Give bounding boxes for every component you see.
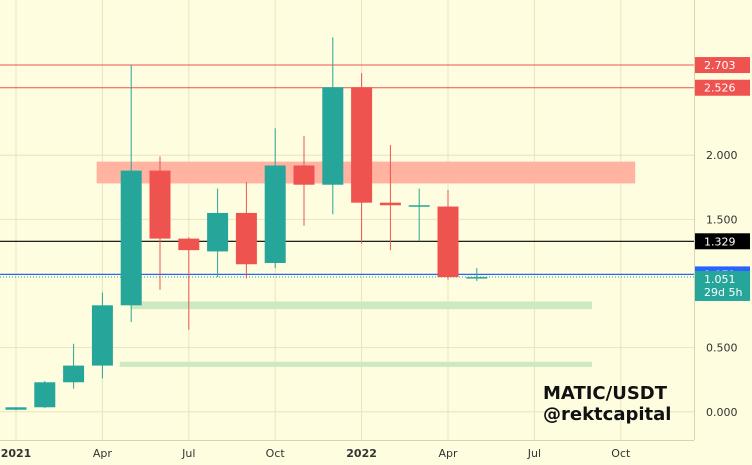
y-tick-label: 2.000	[706, 149, 738, 162]
current-price-countdown: 29d 5h	[704, 286, 742, 299]
y-tick-label: 1.500	[706, 213, 738, 226]
candle-body[interactable]	[178, 238, 200, 251]
candle-body[interactable]	[408, 205, 430, 207]
resistance-price-tag-bg	[695, 79, 750, 96]
candle-body[interactable]	[264, 165, 286, 263]
candle-body[interactable]	[437, 206, 459, 278]
x-tick-label: Jul	[527, 447, 541, 460]
x-tick-label: Jul	[181, 447, 195, 460]
candle-body[interactable]	[466, 277, 488, 279]
x-tick-label: Oct	[611, 447, 631, 460]
candle-body[interactable]	[120, 170, 142, 306]
candle-body[interactable]	[351, 87, 373, 203]
level-price-tag: 1.329	[704, 235, 736, 248]
candle-body[interactable]	[207, 212, 229, 252]
candle-body[interactable]	[379, 202, 401, 206]
x-tick-label: 2022	[346, 447, 377, 460]
candle-body[interactable]	[235, 212, 257, 265]
candle-body[interactable]	[63, 365, 85, 383]
resistance-price-tag-bg	[695, 57, 750, 74]
zone-2	[131, 301, 592, 310]
zone-3	[119, 361, 593, 367]
level-price-tag-bg	[695, 233, 750, 250]
candle-body[interactable]	[149, 170, 171, 239]
candle-body[interactable]	[293, 165, 315, 185]
x-tick-label: 2021	[1, 447, 32, 460]
resistance-price-tag: 2.526	[704, 82, 736, 95]
current-price-tag-bg	[695, 270, 750, 301]
x-tick-label: Apr	[438, 447, 458, 460]
candle-body[interactable]	[91, 305, 113, 366]
resistance-price-tag: 2.703	[704, 59, 736, 72]
x-tick-label: Oct	[266, 447, 286, 460]
candle-body[interactable]	[5, 407, 27, 410]
plot-area	[0, 0, 694, 440]
y-tick-label: 0.500	[706, 342, 738, 355]
current-price-tag: 1.051	[704, 273, 736, 286]
y-tick-label: 0.000	[706, 406, 738, 419]
candle-body[interactable]	[322, 87, 344, 185]
candle-body[interactable]	[34, 382, 56, 408]
x-tick-label: Apr	[93, 447, 113, 460]
